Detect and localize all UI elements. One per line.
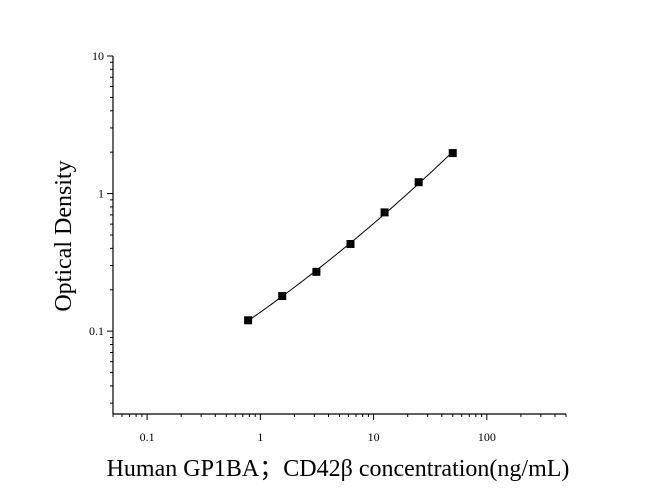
x-axis-title: Human GP1BA；CD42β concentration(ng/mL) (107, 456, 570, 482)
x-tick-label: 1 (257, 430, 263, 444)
data-point (380, 208, 389, 217)
x-tick-label: 10 (368, 430, 380, 444)
axes: 0.1 1 10 100 0.1 1 10 (89, 49, 567, 444)
data-point (244, 316, 253, 325)
y-tick-label: 10 (92, 49, 104, 63)
y-tick-label: 0.1 (89, 324, 104, 338)
y-axis-title: Optical Density (51, 160, 77, 311)
data-point (448, 149, 457, 158)
x-tick-label: 0.1 (140, 430, 155, 444)
data-points (244, 149, 457, 325)
y-tick-label: 1 (98, 187, 104, 201)
x-tick-label: 100 (478, 430, 496, 444)
data-point (414, 178, 423, 187)
data-point (346, 240, 355, 249)
data-point (312, 267, 321, 276)
data-point (278, 292, 287, 301)
